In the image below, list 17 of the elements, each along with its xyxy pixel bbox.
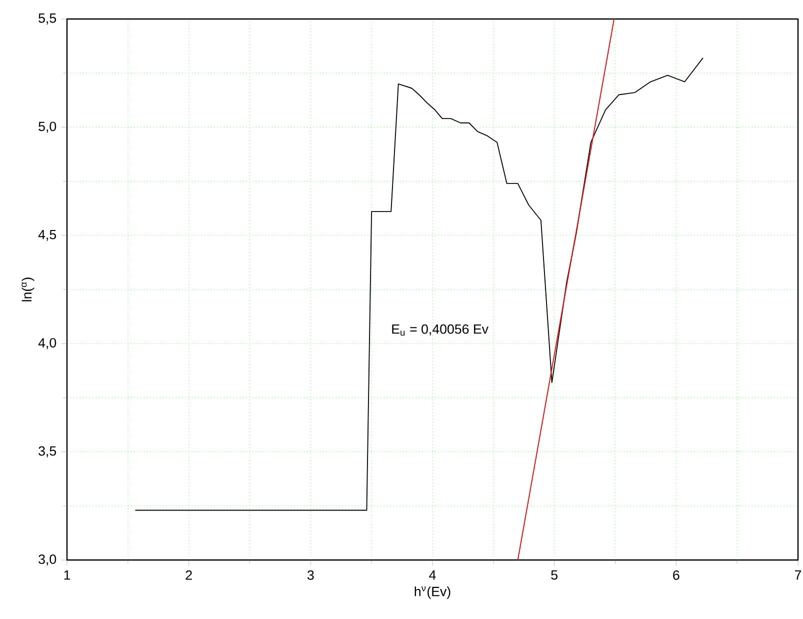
x-tick-label: 5 [551, 570, 558, 580]
x-tick-label: 2 [186, 570, 192, 580]
y-axis-title: ln($^{α}$) [22, 278, 34, 302]
y-tick-label: 4,5 [38, 230, 56, 241]
y-tick-label: 3,5 [38, 446, 56, 458]
x-tick-label: 7 [794, 570, 802, 580]
line-series [134, 57, 704, 511]
x-tick-label: 1 [64, 570, 70, 580]
x-tick-label: 3 [307, 570, 314, 580]
x-tick-label: 6 [673, 570, 680, 580]
y-tick-label: 5,5 [38, 14, 56, 24]
annotation: E$_{u}$ = 0,40056 Ev [392, 324, 488, 336]
y-tick-label: 3,0 [38, 554, 56, 566]
y-tick-label: 5,0 [38, 122, 56, 133]
y-tick-label: 4,0 [38, 338, 56, 350]
x-axis-title: h$^{ν}$(Ev) [414, 586, 450, 599]
x-tick-label: 4 [429, 570, 436, 580]
